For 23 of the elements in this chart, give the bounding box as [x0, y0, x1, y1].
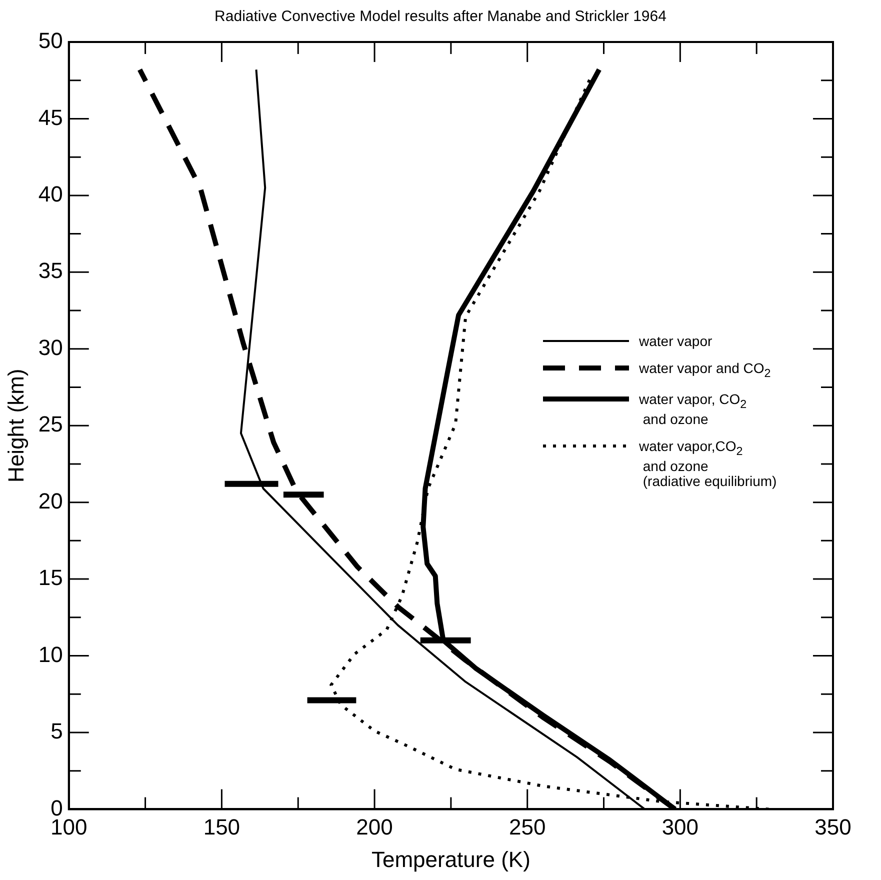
y-tick-label: 30: [38, 334, 63, 360]
text: water vapor,CO$_{2}$ and ozone (radiative equilibrium): [639, 438, 777, 489]
y-tick-label: 15: [38, 565, 63, 590]
y-tick-label: 45: [38, 104, 63, 130]
text: water vapor, CO$_{2}$ and ozone: [639, 391, 747, 428]
y-tick-label: 35: [38, 258, 63, 284]
x-tick-label: 200: [356, 814, 393, 840]
y-tick-label: 20: [38, 488, 63, 514]
chart-title: Radiative Convective Model results after Manabe and Strickler 1964: [214, 8, 668, 25]
y-tick-label: 50: [38, 28, 63, 54]
y-tick-label: 0: [50, 795, 63, 820]
x-tick-label: 350: [814, 814, 852, 840]
x-tick-label: 300: [662, 814, 699, 840]
y-tick-label: 40: [38, 182, 63, 207]
y-tick-label: 25: [38, 412, 63, 437]
text: water vapor: [639, 332, 712, 349]
y-axis-title: Height (km): [3, 368, 28, 482]
x-tick-label: 150: [203, 814, 240, 840]
y-tick-label: 5: [50, 718, 63, 744]
x-axis-title: Temperature (K): [371, 846, 530, 872]
y-tick-label: 10: [38, 642, 63, 667]
text: water vapor and CO$_{2}$: [639, 360, 771, 380]
x-tick-label: 250: [508, 814, 546, 840]
